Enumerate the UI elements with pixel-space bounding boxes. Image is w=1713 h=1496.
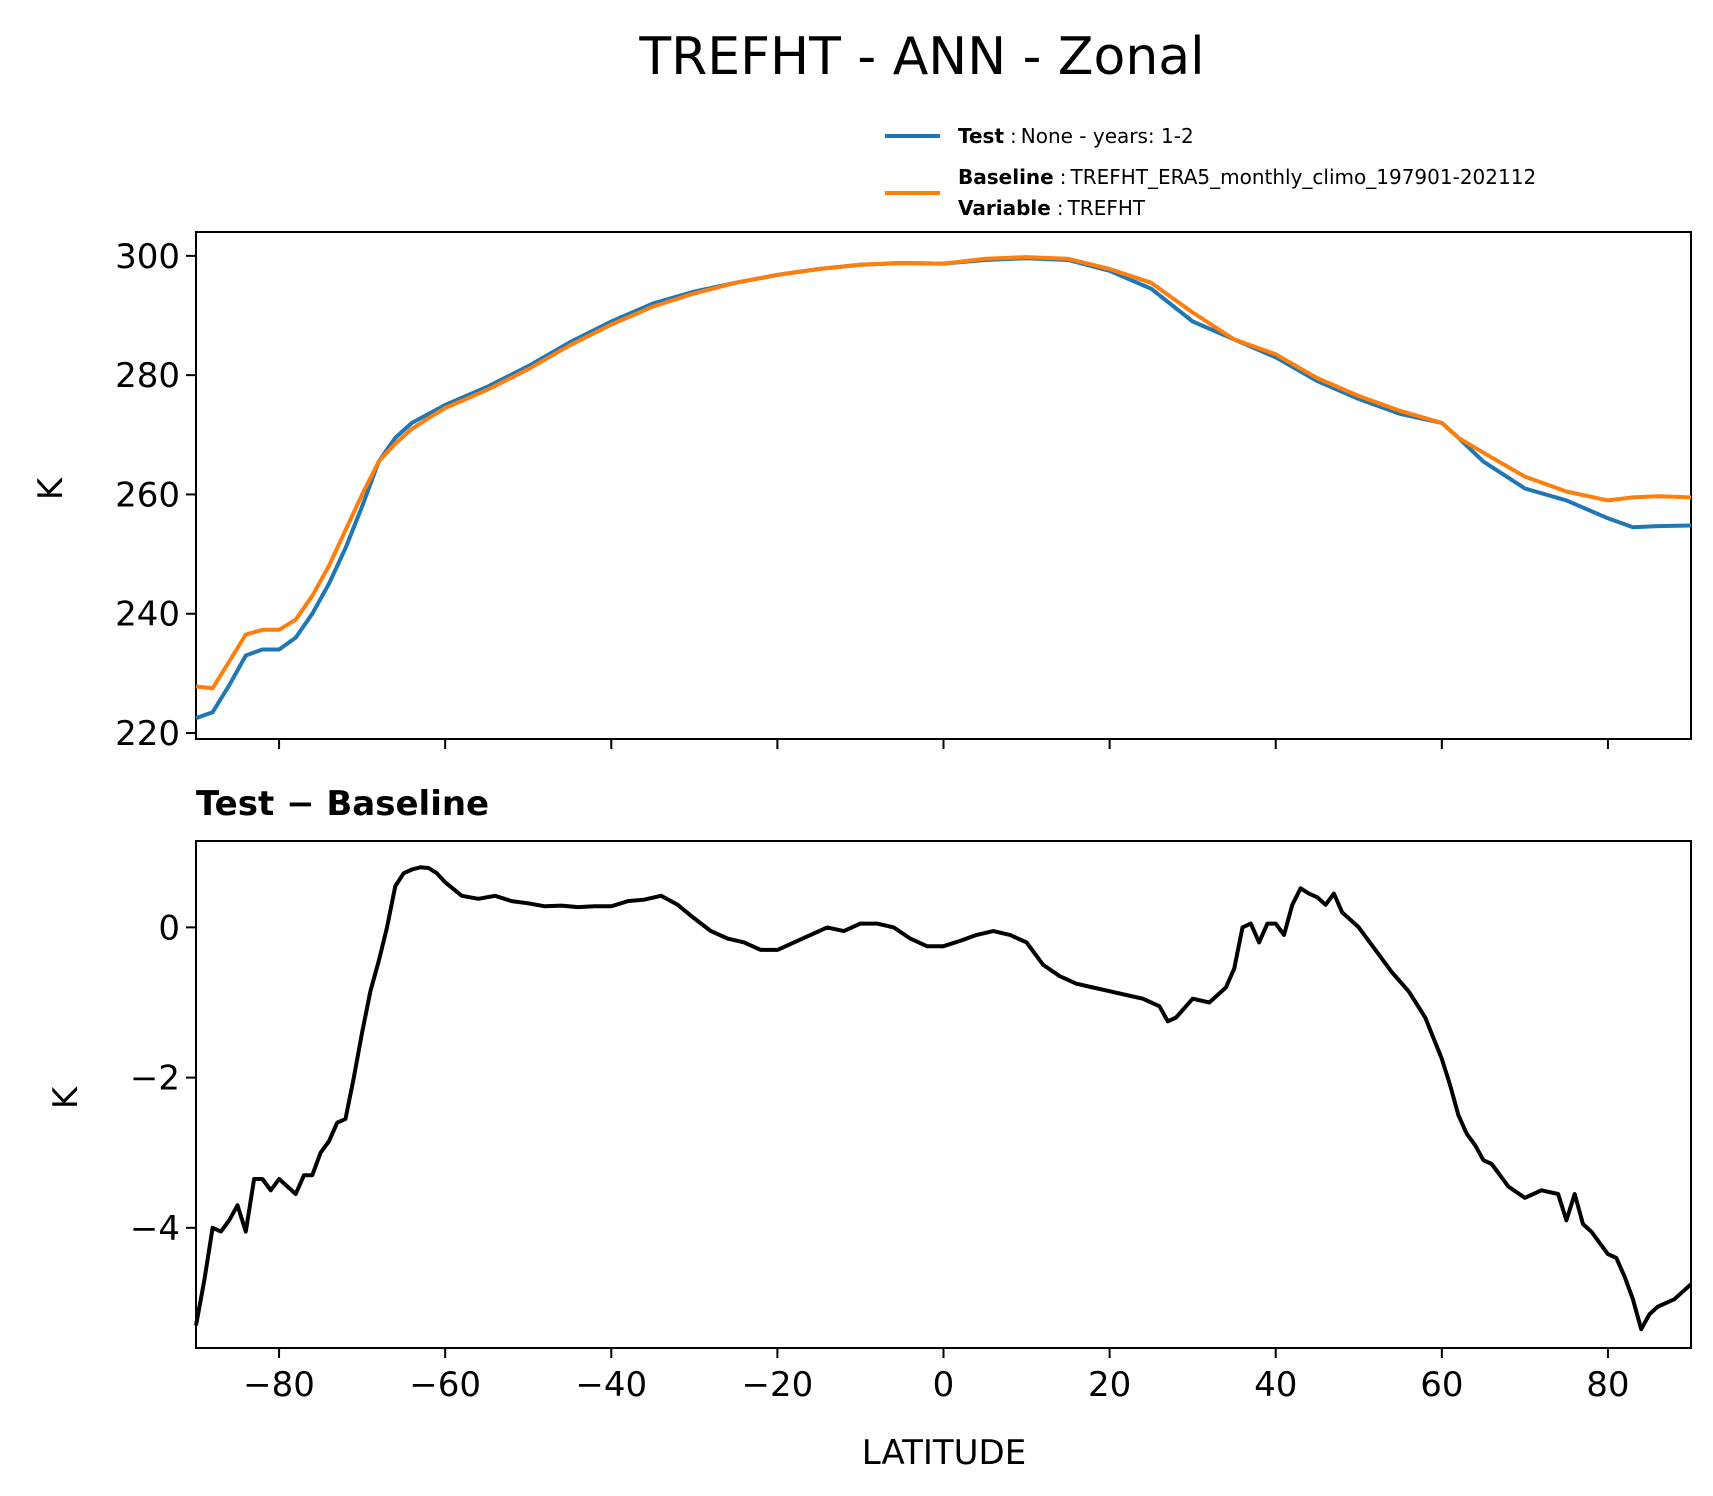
bottom-series-lines	[194, 865, 1693, 1332]
y-tick-label: 260	[115, 475, 180, 515]
series-line-test-baseline	[194, 865, 1693, 1332]
bottom-panel-title: Test − Baseline	[196, 784, 489, 824]
x-tick-label: 20	[1088, 1365, 1131, 1405]
bottom-panel: −4−20 −80 −60 −40 −20 0 20 40 60 80 K LATITUDE	[46, 840, 1693, 1473]
legend-baseline-sep: :	[1060, 165, 1067, 189]
series-line-baseline	[195, 255, 1692, 691]
legend-baseline-value: TREFHT_ERA5_monthly_climo_197901-202112	[1069, 165, 1536, 189]
y-tick-label: 0	[158, 908, 180, 948]
y-tick-label: 240	[115, 595, 180, 635]
y-tick-label: 280	[115, 356, 180, 396]
top-panel: 220 240 260 280 300 K	[31, 231, 1692, 754]
chart-title: TREFHT - ANN - Zonal	[638, 27, 1204, 87]
top-series-lines	[195, 255, 1692, 720]
legend: Test: None - years: 1-2 Baseline: TREFHT_E…	[885, 124, 1536, 220]
x-tick-label: 60	[1420, 1365, 1463, 1405]
x-axis-label: LATITUDE	[862, 1433, 1026, 1473]
y-tick-label: 300	[115, 237, 180, 277]
top-x-ticks	[278, 739, 1609, 749]
x-tick-label: −20	[742, 1365, 814, 1405]
x-tick-label: −80	[243, 1365, 315, 1405]
legend-entry-variable: Variable: TREFHT	[958, 196, 1146, 220]
bottom-x-ticks: −80 −60 −40 −20 0 20 40 60 80	[243, 1348, 1630, 1405]
legend-test-sep: :	[1010, 124, 1017, 148]
legend-variable-key: Variable	[958, 196, 1051, 220]
y-tick-label: −2	[130, 1059, 180, 1099]
x-tick-label: 0	[933, 1365, 955, 1405]
x-tick-label: −40	[575, 1365, 647, 1405]
legend-entry-test: Test: None - years: 1-2	[958, 124, 1194, 148]
bottom-y-axis-label: K	[46, 1085, 86, 1109]
bottom-y-ticks: −4 −2 0	[130, 908, 196, 1249]
x-tick-label: 80	[1586, 1365, 1629, 1405]
top-y-ticks: 220 240 260 280 300	[115, 237, 196, 754]
y-tick-label: −4	[130, 1209, 180, 1249]
legend-test-key: Test	[958, 124, 1004, 148]
legend-test-value: None - years: 1-2	[1021, 124, 1194, 148]
x-tick-label: −60	[409, 1365, 481, 1405]
legend-entry-baseline: Baseline: TREFHT_ERA5_monthly_climo_19790…	[958, 165, 1536, 189]
top-y-axis-label: K	[31, 476, 71, 500]
legend-variable-sep: :	[1057, 196, 1064, 220]
legend-baseline-key: Baseline	[958, 165, 1054, 189]
y-tick-label: 220	[115, 714, 180, 754]
legend-variable-value: TREFHT	[1067, 196, 1146, 220]
x-tick-label: 40	[1254, 1365, 1297, 1405]
